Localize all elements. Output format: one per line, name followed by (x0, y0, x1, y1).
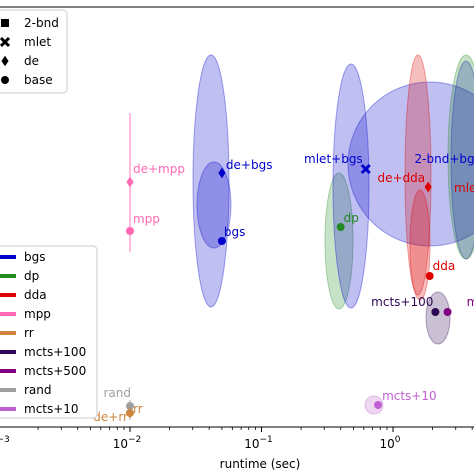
legend-marker-2-bnd (1, 19, 9, 27)
legend-label-rr: rr (24, 326, 34, 340)
x-tick-base: 10 (244, 437, 259, 451)
legend-label-base: base (24, 73, 53, 87)
label-mcts-100: mcts+100 (371, 295, 433, 309)
label-mle: mle (454, 181, 474, 195)
marker-bgs (217, 237, 226, 245)
marker-mcts-10 (374, 401, 383, 409)
plot-frame (0, 6, 474, 428)
label-mlet-bgs: mlet+bgs (304, 152, 363, 166)
x-tick-label: 10−3 (0, 435, 10, 451)
label-rand: rand (103, 386, 131, 400)
legend-marker-base (1, 76, 9, 84)
legend-marker-de (1, 55, 9, 67)
x-tick-exponent: −2 (128, 435, 141, 445)
label-mpp: mpp (133, 212, 160, 226)
x-tick-exponent: −3 (0, 435, 10, 445)
ellipse-bgs (347, 81, 474, 247)
marker-mc (443, 308, 452, 316)
label-rr: rr (133, 402, 143, 416)
legend-label-2-bnd: 2-bnd (24, 16, 59, 30)
legend-label-dp: dp (24, 269, 39, 283)
x-axis-title: runtime (sec) (220, 457, 301, 471)
marker-legend: 2-bnd mlet de base (0, 9, 68, 94)
ellipse-bgs (332, 63, 370, 309)
marker-de-dda (424, 181, 432, 193)
point-labels: de+bgs bgs de+mpp mpp mlet+bgs dp 2-bnd+bgs de+… (93, 152, 474, 424)
ellipse-dp (324, 172, 354, 310)
x-tick-base: 10 (379, 437, 394, 451)
marker-dp (336, 223, 345, 231)
label-mc: mc (467, 295, 474, 309)
label-mcts-10: mcts+10 (382, 389, 437, 403)
x-tick-label: 10−2 (113, 435, 142, 451)
ellipse-mcts-10 (364, 395, 384, 415)
marker-de-bgs (218, 167, 226, 179)
ellipse-mcts-100 (425, 291, 451, 345)
label-de-dda: de+dda (377, 171, 425, 185)
ellipse-dp (447, 54, 474, 260)
label-de-mpp: de+mpp (133, 162, 185, 176)
color-legend-box (0, 245, 98, 419)
x-tick-exponent: 0 (395, 435, 401, 445)
ellipse-dda (409, 189, 431, 301)
legend-label-mlet: mlet (24, 35, 51, 49)
legend-label-bgs: bgs (24, 250, 46, 264)
marker-mpp (126, 227, 134, 235)
ellipse-dda (404, 54, 432, 296)
label-bgs: bgs (224, 225, 246, 239)
marker-dda (425, 272, 434, 280)
label-de-bgs: de+bgs (226, 158, 273, 172)
marker-rand (126, 402, 134, 410)
ellipse-bgs (196, 161, 232, 249)
legend-label-mcts-100: mcts+100 (24, 345, 86, 359)
legend-label-de: de (24, 54, 39, 68)
label-de-rr: de+rr (93, 410, 128, 424)
legend-label-mpp: mpp (24, 307, 51, 321)
label-dda: dda (433, 259, 456, 273)
data-markers (126, 163, 452, 419)
label-2-bnd-bgs: 2-bnd+bgs (415, 152, 474, 166)
marker-mcts-100 (431, 308, 440, 316)
x-tick-label: 10−1 (244, 435, 273, 451)
legend-label-mcts-500: mcts+500 (24, 364, 86, 378)
marker-legend-box (0, 9, 68, 94)
legend-label-mcts-10: mcts+10 (24, 402, 79, 416)
label-dp: dp (344, 211, 359, 225)
x-tick-exponent: −1 (260, 435, 273, 445)
legend-label-rand: rand (24, 383, 52, 397)
color-legend: bgs dp dda mpp rr mcts+100 mcts+500 rand mcts+10 (0, 245, 98, 419)
marker-de-mpp (126, 176, 134, 188)
legend-label-dda: dda (24, 288, 47, 302)
marker-mlet-bgs (360, 163, 371, 175)
legend-marker-mlet (0, 36, 11, 48)
uncertainty-ellipses (192, 54, 474, 415)
x-tick-base: 10 (113, 437, 128, 451)
marker-rr (126, 409, 134, 417)
ellipse-bgs (450, 60, 474, 260)
x-tick-label: 100 (379, 435, 400, 451)
